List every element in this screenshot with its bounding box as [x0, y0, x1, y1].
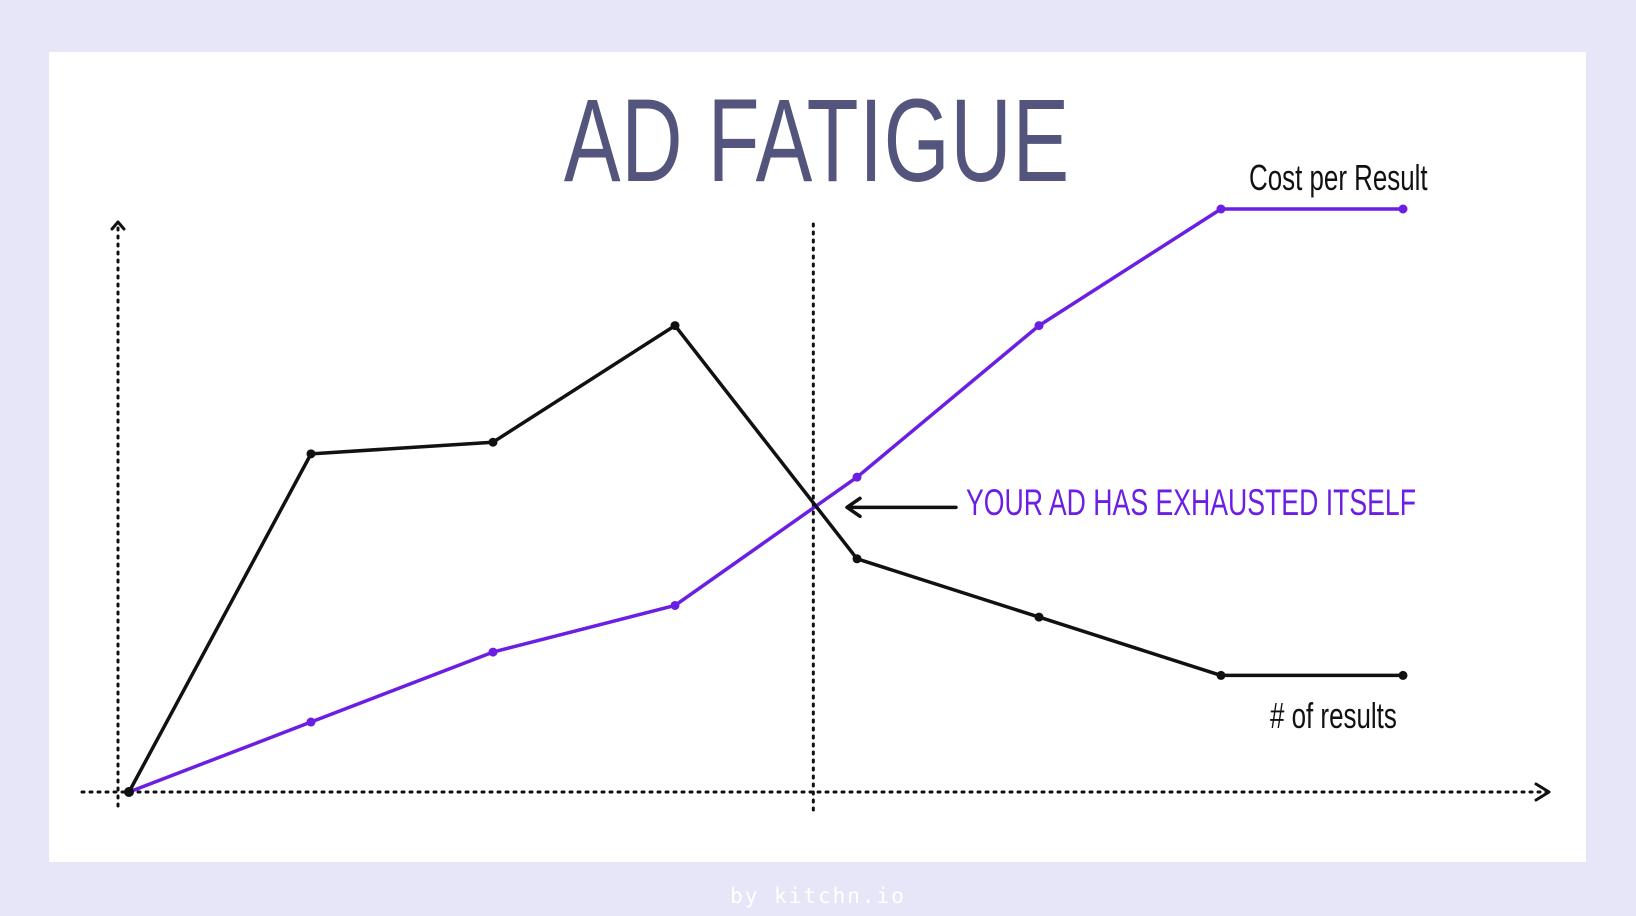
- data-point-cost-per-result-5: [1034, 321, 1044, 331]
- data-point-cost-per-result-3: [670, 600, 680, 610]
- series-label-number-of-results: # of results: [1270, 695, 1397, 736]
- annotation-exhausted-label: YOUR AD HAS EXHAUSTED ITSELF: [966, 482, 1417, 523]
- series-line-of-results: [127, 323, 1405, 794]
- annotation-arrow-icon: [845, 496, 862, 519]
- chart-card: [49, 52, 1586, 862]
- footer-credit: by kitchn.io: [730, 884, 906, 908]
- data-point-origin: [124, 787, 134, 797]
- chart-title: AD FATIGUE: [563, 75, 1070, 207]
- y-axis-arrow-icon: [110, 220, 126, 231]
- data-point-of-results-2: [488, 437, 498, 447]
- data-point-of-results-5: [1034, 612, 1044, 622]
- data-point-of-results-1: [306, 449, 316, 459]
- x-axis-arrow-icon: [1534, 782, 1551, 802]
- data-point-of-results-4: [852, 554, 862, 564]
- data-point-cost-per-result-7: [1398, 204, 1408, 214]
- data-point-cost-per-result-6: [1216, 204, 1226, 214]
- data-point-cost-per-result-2: [488, 647, 498, 657]
- data-point-cost-per-result-1: [306, 717, 316, 727]
- data-point-of-results-3: [670, 321, 680, 331]
- data-point-of-results-7: [1398, 670, 1408, 680]
- series-line-cost-per-result: [127, 207, 1405, 794]
- data-point-of-results-6: [1216, 670, 1226, 680]
- data-point-cost-per-result-4: [852, 472, 862, 482]
- series-label-cost-per-result: Cost per Result: [1249, 157, 1428, 198]
